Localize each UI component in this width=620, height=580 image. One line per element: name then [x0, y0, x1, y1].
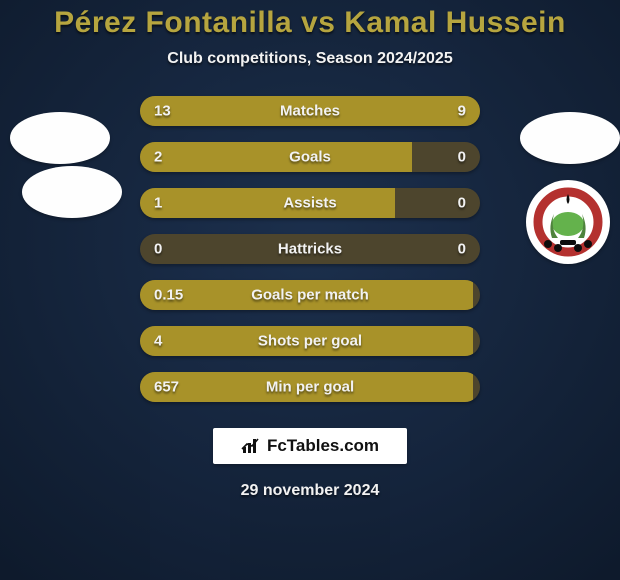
- stat-left-value: 0: [154, 241, 162, 258]
- stat-right-value: 0: [458, 241, 466, 258]
- stat-left-value: 657: [154, 379, 179, 396]
- stat-row: 0.15 Goals per match: [140, 280, 480, 310]
- footer-date: 29 november 2024: [241, 482, 380, 500]
- stat-left-value: 13: [154, 103, 171, 120]
- comparison-title: Pérez Fontanilla vs Kamal Hussein: [54, 6, 566, 40]
- stat-row: 2 0 Goals: [140, 142, 480, 172]
- brand-chart-icon: [241, 437, 261, 455]
- stat-left-value: 0.15: [154, 287, 183, 304]
- stat-left-value: 4: [154, 333, 162, 350]
- stat-row: 13 9 Matches: [140, 96, 480, 126]
- player-left-avatar-1: [10, 112, 110, 164]
- stat-right-value: 0: [458, 149, 466, 166]
- stat-label: Shots per goal: [258, 333, 362, 350]
- stat-right-value: 0: [458, 195, 466, 212]
- club-badge-svg: [530, 184, 606, 260]
- stat-label: Hattricks: [278, 241, 342, 258]
- stat-right-value: 9: [458, 103, 466, 120]
- comparison-subtitle: Club competitions, Season 2024/2025: [167, 50, 452, 68]
- stat-row: 0 0 Hattricks: [140, 234, 480, 264]
- stats-container: 13 9 Matches 2 0 Goals 1 0 Assists 0 0 Hattricks 0.1…: [140, 96, 480, 402]
- stat-label: Goals: [289, 149, 331, 166]
- stat-label: Matches: [280, 103, 340, 120]
- stat-row: 4 Shots per goal: [140, 326, 480, 356]
- stat-label: Min per goal: [266, 379, 354, 396]
- brand-badge: FcTables.com: [213, 428, 407, 464]
- player-left-avatar-2: [22, 166, 122, 218]
- stat-row: 657 Min per goal: [140, 372, 480, 402]
- stat-left-value: 2: [154, 149, 162, 166]
- brand-text: FcTables.com: [267, 436, 379, 456]
- player-right-avatar: [520, 112, 620, 164]
- club-badge-right: [526, 180, 610, 264]
- stat-label: Assists: [283, 195, 336, 212]
- stat-left-value: 1: [154, 195, 162, 212]
- stat-row: 1 0 Assists: [140, 188, 480, 218]
- stat-label: Goals per match: [251, 287, 369, 304]
